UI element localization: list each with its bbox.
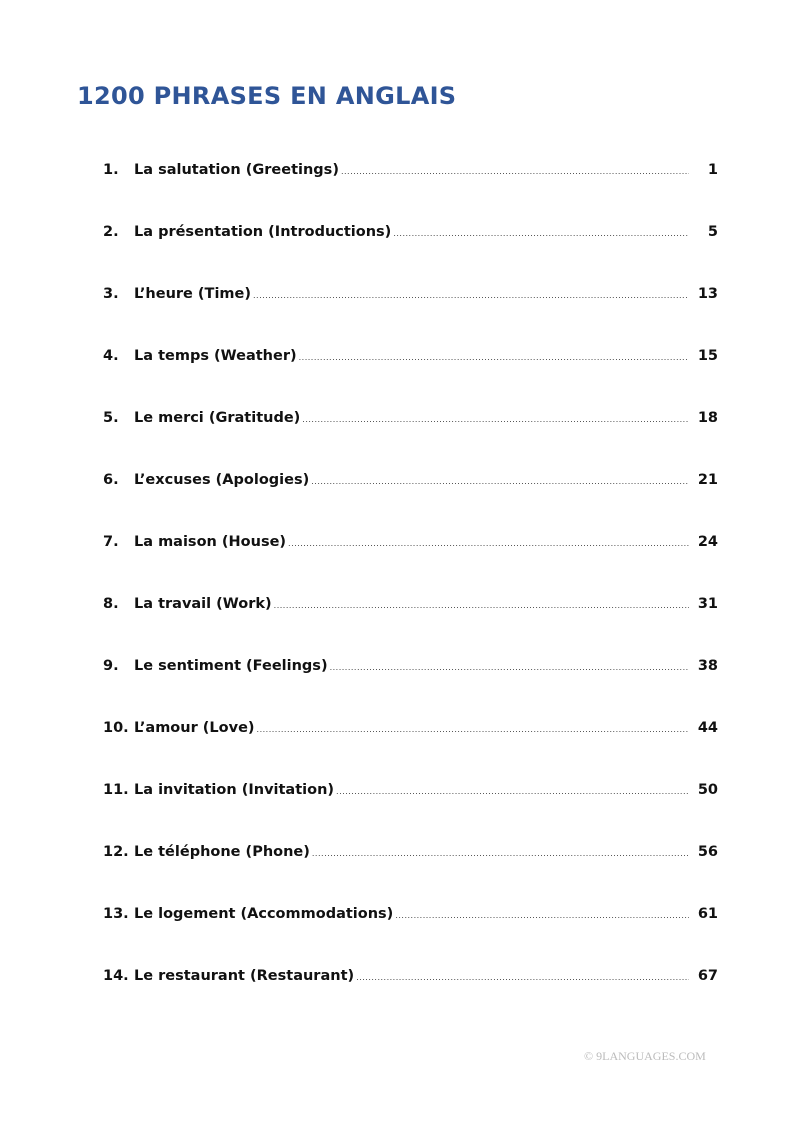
document-title: 1200 PHRASES EN ANGLAIS <box>77 82 457 110</box>
dot-leader: ........................................… <box>340 167 689 176</box>
toc-entry-title: Le téléphone (Phone) <box>134 844 310 860</box>
toc-entry-number: 14. <box>103 968 129 984</box>
toc-entry-number: 10. <box>103 720 129 736</box>
toc-entry[interactable]: 10. L’amour (Love).......................… <box>103 720 718 782</box>
toc-entry-page: 67 <box>697 968 718 984</box>
toc-entry-number: 6. <box>103 472 119 488</box>
dot-leader: ........................................… <box>273 601 689 610</box>
toc-entry-title: Le restaurant (Restaurant) <box>134 968 355 984</box>
toc-entry-page: 44 <box>697 720 718 736</box>
toc-entry-number: 8. <box>103 596 119 612</box>
dot-leader: ........................................… <box>311 849 689 858</box>
dot-leader: ........................................… <box>302 415 689 424</box>
toc-entry-number: 4. <box>103 348 119 364</box>
toc-entry-number: 5. <box>103 410 119 426</box>
toc-entry-number: 7. <box>103 534 119 550</box>
dot-leader: ........................................… <box>395 911 689 920</box>
toc-entry-number: 11. <box>103 782 129 798</box>
toc-entry-number: 12. <box>103 844 129 860</box>
dot-leader: ........................................… <box>311 477 689 486</box>
toc-entry[interactable]: 2. La présentation (Introductions).......… <box>103 224 718 286</box>
toc-entry-title: Le merci (Gratitude) <box>134 410 301 426</box>
toc-entry[interactable]: 5. Le merci (Gratitude)..................… <box>103 410 718 472</box>
toc-entry[interactable]: 1. La salutation (Greetings).............… <box>103 162 718 224</box>
toc-entry-page: 18 <box>697 410 718 426</box>
dot-leader: ........................................… <box>298 353 689 362</box>
toc-entry-page: 31 <box>697 596 718 612</box>
toc-entry-number: 13. <box>103 906 129 922</box>
toc-entry-title: Le logement (Accommodations) <box>134 906 394 922</box>
toc-entry[interactable]: 7. La maison (House).....................… <box>103 534 718 596</box>
toc-entry-title: La présentation (Introductions) <box>134 224 392 240</box>
dot-leader: ........................................… <box>393 229 689 238</box>
table-of-contents: 1. La salutation (Greetings).............… <box>103 162 718 1030</box>
toc-entry-title: La salutation (Greetings) <box>134 162 339 178</box>
toc-entry-page: 50 <box>697 782 718 798</box>
toc-entry-page: 56 <box>697 844 718 860</box>
toc-entry-title: La temps (Weather) <box>134 348 297 364</box>
dot-leader: ........................................… <box>336 787 689 796</box>
toc-entry[interactable]: 11. La invitation (Invitation)...........… <box>103 782 718 844</box>
toc-entry-title: La maison (House) <box>134 534 287 550</box>
toc-entry[interactable]: 12. Le téléphone (Phone).................… <box>103 844 718 906</box>
copyright-footer: © 9LANGUAGES.COM <box>584 1049 706 1063</box>
dot-leader: ........................................… <box>256 725 689 734</box>
dot-leader: ........................................… <box>252 291 689 300</box>
toc-entry-title: L’amour (Love) <box>134 720 255 736</box>
dot-leader: ........................................… <box>288 539 689 548</box>
toc-entry-number: 3. <box>103 286 119 302</box>
toc-entry[interactable]: 6. L’excuses (Apologies).................… <box>103 472 718 534</box>
toc-entry-page: 24 <box>697 534 718 550</box>
toc-entry[interactable]: 4. La temps (Weather)....................… <box>103 348 718 410</box>
toc-entry-title: La travail (Work) <box>134 596 272 612</box>
toc-entry-title: L’excuses (Apologies) <box>134 472 310 488</box>
toc-entry[interactable]: 14. Le restaurant (Restaurant)...........… <box>103 968 718 1030</box>
dot-leader: ........................................… <box>329 663 689 672</box>
toc-entry-title: La invitation (Invitation) <box>134 782 335 798</box>
toc-entry-page: 38 <box>697 658 718 674</box>
toc-entry-number: 9. <box>103 658 119 674</box>
toc-entry-title: L’heure (Time) <box>134 286 251 302</box>
toc-entry-number: 2. <box>103 224 119 240</box>
toc-entry[interactable]: 9. Le sentiment (Feelings)...............… <box>103 658 718 720</box>
toc-entry-title: Le sentiment (Feelings) <box>134 658 328 674</box>
toc-entry-number: 1. <box>103 162 119 178</box>
toc-entry-page: 5 <box>707 224 718 240</box>
toc-entry[interactable]: 8. La travail (Work).....................… <box>103 596 718 658</box>
toc-entry-page: 15 <box>697 348 718 364</box>
toc-entry-page: 61 <box>697 906 718 922</box>
toc-entry-page: 1 <box>707 162 718 178</box>
toc-entry[interactable]: 3. L’heure (Time)........................… <box>103 286 718 348</box>
dot-leader: ........................................… <box>356 973 689 982</box>
toc-entry[interactable]: 13. Le logement (Accommodations).........… <box>103 906 718 968</box>
toc-entry-page: 21 <box>697 472 718 488</box>
toc-entry-page: 13 <box>697 286 718 302</box>
